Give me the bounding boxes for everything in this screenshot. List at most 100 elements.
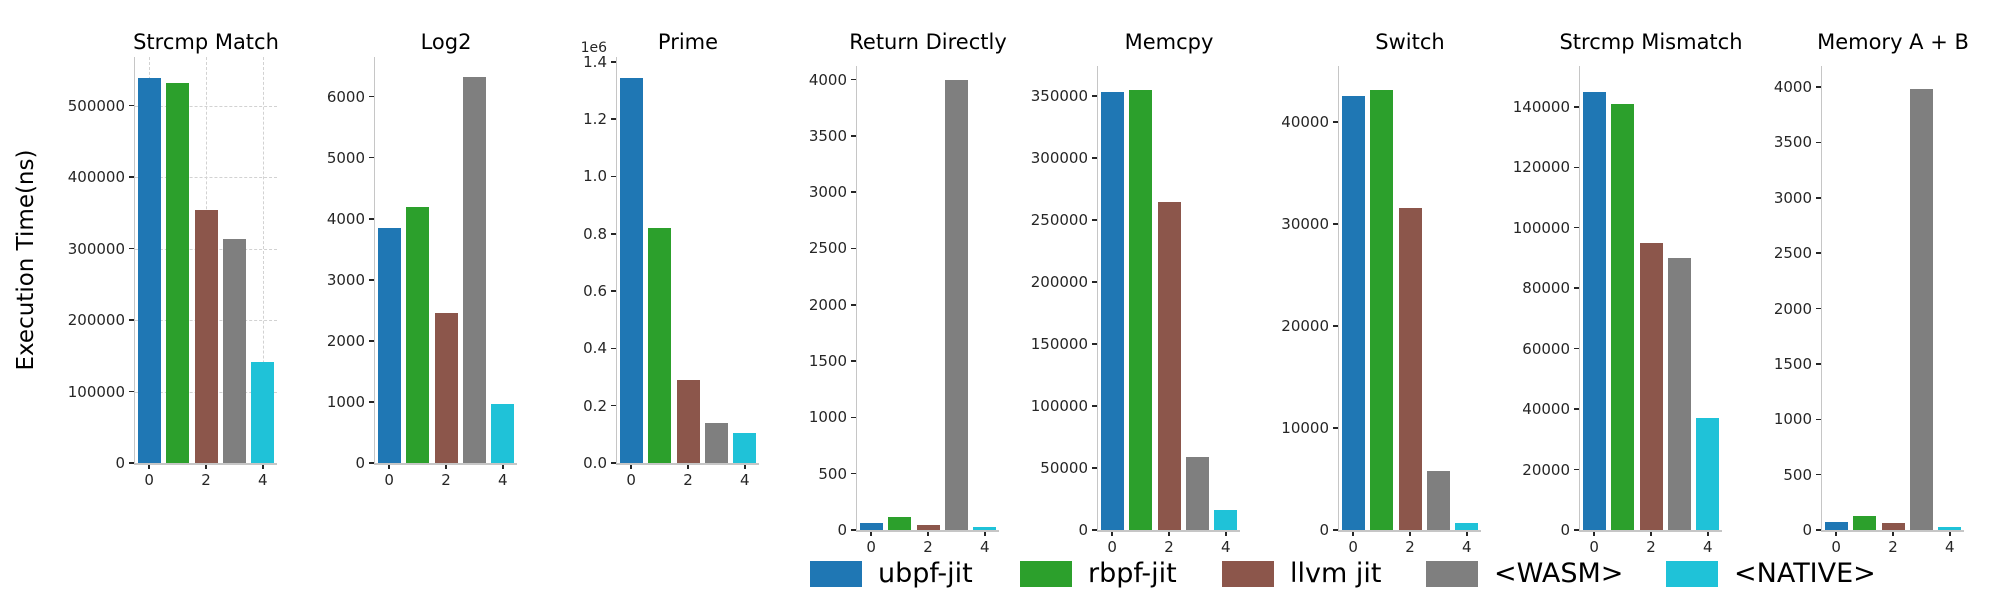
x-tick-mark: [1225, 531, 1227, 536]
y-tick-label: 30000: [1281, 215, 1329, 234]
y-tick-mark: [369, 156, 374, 159]
bar-rbpf-jit-return-directly: [888, 517, 912, 530]
y-tick-mark: [1574, 347, 1579, 350]
x-tick-mark: [445, 464, 447, 469]
y-tick-label: 140000: [1512, 97, 1570, 116]
legend-swatch-ubpf-jit: [810, 561, 862, 587]
legend-label-wasm: <WASM>: [1494, 558, 1624, 589]
bar-llvm-jit-strcmp-mismatch: [1639, 242, 1663, 530]
y-tick-label: 2000: [326, 331, 365, 350]
x-tick-mark: [1352, 531, 1354, 536]
y-tick-mark: [1816, 307, 1821, 310]
x-tick-mark: [1111, 531, 1113, 536]
x-tick-label: 2: [1888, 538, 1898, 556]
legend-label-ubpf-jit: ubpf-jit: [878, 558, 973, 589]
y-tick-label: 0.8: [583, 224, 607, 243]
x-tick-label: 0: [1831, 538, 1841, 556]
y-axis-spine: [373, 57, 375, 465]
y-tick-mark: [1092, 219, 1097, 221]
y-tick-label: 100000: [1030, 396, 1088, 415]
y-tick-label: 3000: [326, 270, 365, 289]
x-tick-label: 4: [1221, 538, 1231, 556]
x-tick-mark: [1593, 531, 1595, 536]
y-tick-label: 500: [1783, 465, 1812, 484]
x-axis-spine: [1337, 530, 1481, 532]
y-tick-label: 500: [818, 464, 847, 483]
x-tick-mark: [388, 464, 390, 469]
bar-wasm-log2: [462, 76, 486, 463]
bar-ubpf-jit-strcmp-match: [137, 77, 161, 463]
legend-swatch-llvm-jit: [1222, 561, 1274, 587]
y-tick-label: 3000: [808, 183, 847, 202]
x-tick-label: 4: [1462, 538, 1472, 556]
x-tick-mark: [630, 464, 632, 469]
y-tick-mark: [851, 416, 856, 419]
y-tick-label: 300000: [1030, 148, 1088, 167]
bar-ubpf-jit-strcmp-mismatch: [1582, 91, 1606, 530]
x-tick-label: 0: [144, 471, 154, 489]
y-tick-mark: [1092, 467, 1097, 469]
y-tick-label: 2500: [1773, 244, 1812, 263]
bar-rbpf-jit-strcmp-match: [166, 82, 190, 463]
y-tick-mark: [129, 390, 134, 393]
chart-title-return-directly: Return Directly: [849, 30, 1007, 54]
x-tick-mark: [262, 464, 264, 469]
y-tick-mark: [851, 529, 856, 531]
y-tick-mark: [369, 462, 374, 464]
y-tick-label: 50000: [1040, 458, 1088, 477]
y-tick-label: 0.4: [583, 339, 607, 358]
axis-offset-label: 1e6: [580, 40, 607, 56]
x-tick-label: 0: [626, 471, 636, 489]
y-tick-label: 4000: [326, 209, 365, 228]
y-tick-label: 0: [1319, 521, 1329, 539]
x-tick-mark: [984, 531, 986, 536]
y-tick-mark: [851, 304, 856, 306]
y-tick-mark: [129, 176, 134, 178]
bar-native-strcmp-match: [251, 362, 275, 463]
bar-ubpf-jit-memory-a-b: [1824, 522, 1848, 530]
bar-native-return-directly: [973, 527, 997, 530]
y-tick-label: 4000: [808, 70, 847, 89]
gridline-vertical: [262, 57, 264, 463]
bar-native-switch: [1455, 522, 1479, 530]
y-tick-label: 2000: [1773, 299, 1812, 318]
y-tick-mark: [1574, 529, 1579, 531]
bar-wasm-memcpy: [1185, 456, 1209, 530]
bar-ubpf-jit-memcpy: [1100, 92, 1124, 530]
bar-llvm-jit-strcmp-match: [194, 209, 218, 463]
y-tick-label: 80000: [1522, 279, 1570, 298]
x-tick-label: 4: [258, 471, 268, 489]
y-tick-label: 400000: [67, 168, 125, 187]
bar-rbpf-jit-memcpy: [1129, 89, 1153, 530]
y-tick-label: 250000: [1030, 210, 1088, 229]
y-tick-mark: [129, 104, 134, 107]
x-tick-label: 0: [384, 471, 394, 489]
y-tick-mark: [1574, 408, 1579, 410]
x-axis-spine: [1820, 530, 1964, 532]
y-tick-mark: [369, 401, 374, 403]
y-tick-label: 150000: [1030, 334, 1088, 353]
y-axis-spine: [133, 57, 135, 465]
x-tick-label: 2: [1405, 538, 1415, 556]
y-tick-mark: [1816, 197, 1821, 199]
y-tick-label: 100000: [67, 382, 125, 401]
x-axis-spine: [1578, 530, 1722, 532]
x-axis-spine: [615, 463, 759, 465]
y-tick-label: 2500: [808, 239, 847, 258]
x-tick-mark: [1892, 531, 1894, 536]
chart-title-log2: Log2: [420, 30, 472, 54]
bar-llvm-jit-memcpy: [1157, 202, 1181, 530]
x-tick-mark: [1466, 531, 1468, 536]
x-tick-label: 2: [683, 471, 693, 489]
y-tick-label: 120000: [1512, 158, 1570, 177]
y-tick-mark: [851, 135, 856, 137]
x-tick-mark: [870, 531, 872, 536]
y-tick-mark: [1574, 226, 1579, 229]
y-tick-label: 0.6: [583, 282, 607, 301]
y-tick-label: 20000: [1522, 460, 1570, 479]
y-tick-label: 1000: [326, 392, 365, 411]
x-tick-label: 0: [1107, 538, 1117, 556]
bar-native-prime: [733, 432, 757, 463]
y-tick-mark: [129, 462, 134, 464]
bar-rbpf-jit-prime: [648, 228, 672, 463]
